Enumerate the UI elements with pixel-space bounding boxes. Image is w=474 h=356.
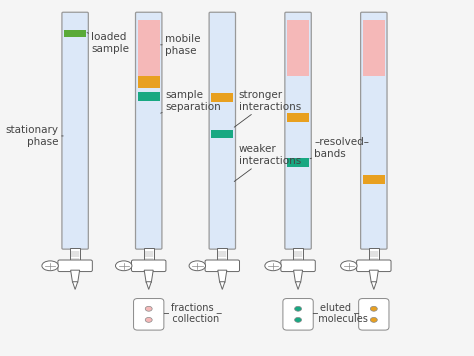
FancyBboxPatch shape [131, 260, 166, 272]
Bar [137, 20, 160, 75]
Bar [144, 248, 154, 261]
FancyBboxPatch shape [209, 12, 236, 249]
Ellipse shape [145, 318, 152, 322]
Bar [70, 248, 80, 261]
Polygon shape [293, 270, 302, 282]
Text: sample
separation: sample separation [161, 90, 221, 113]
Ellipse shape [295, 318, 301, 322]
Ellipse shape [295, 306, 301, 311]
Bar [137, 92, 160, 101]
Bar [287, 113, 309, 122]
Polygon shape [218, 270, 227, 282]
FancyBboxPatch shape [361, 12, 387, 249]
Ellipse shape [42, 261, 58, 271]
Text: –resolved–
bands: –resolved– bands [310, 137, 369, 159]
Bar [293, 248, 303, 261]
Bar [211, 93, 233, 102]
FancyBboxPatch shape [356, 260, 391, 272]
FancyBboxPatch shape [283, 299, 313, 330]
Ellipse shape [265, 261, 281, 271]
Bar [287, 158, 309, 167]
Polygon shape [71, 270, 80, 282]
FancyBboxPatch shape [285, 12, 311, 249]
Text: stronger
interactions: stronger interactions [234, 90, 301, 127]
FancyBboxPatch shape [62, 12, 88, 249]
Bar [363, 20, 385, 75]
Polygon shape [146, 282, 151, 289]
Text: _ fractions _
   collection: _ fractions _ collection [163, 302, 221, 324]
Bar [211, 130, 233, 138]
Text: _ eluted _
  molecules: _ eluted _ molecules [312, 302, 368, 324]
FancyBboxPatch shape [281, 260, 315, 272]
Bar [64, 30, 86, 37]
FancyBboxPatch shape [134, 299, 164, 330]
Ellipse shape [189, 261, 206, 271]
Polygon shape [144, 270, 153, 282]
Polygon shape [220, 282, 225, 289]
Ellipse shape [341, 261, 357, 271]
Bar [217, 248, 228, 261]
Bar [287, 20, 309, 75]
Bar [369, 248, 379, 261]
FancyBboxPatch shape [359, 299, 389, 330]
Polygon shape [371, 282, 376, 289]
Text: mobile
phase: mobile phase [161, 34, 201, 56]
Ellipse shape [370, 306, 377, 311]
Polygon shape [295, 282, 301, 289]
Ellipse shape [145, 306, 152, 311]
Text: loaded
sample: loaded sample [87, 32, 129, 54]
Text: stationary
phase: stationary phase [6, 125, 63, 147]
Text: weaker
interactions: weaker interactions [234, 145, 301, 182]
Bar [363, 175, 385, 184]
FancyBboxPatch shape [58, 260, 92, 272]
Polygon shape [73, 282, 78, 289]
Polygon shape [369, 270, 378, 282]
FancyBboxPatch shape [205, 260, 239, 272]
Ellipse shape [370, 318, 377, 322]
Ellipse shape [116, 261, 132, 271]
Bar [137, 75, 160, 88]
FancyBboxPatch shape [136, 12, 162, 249]
